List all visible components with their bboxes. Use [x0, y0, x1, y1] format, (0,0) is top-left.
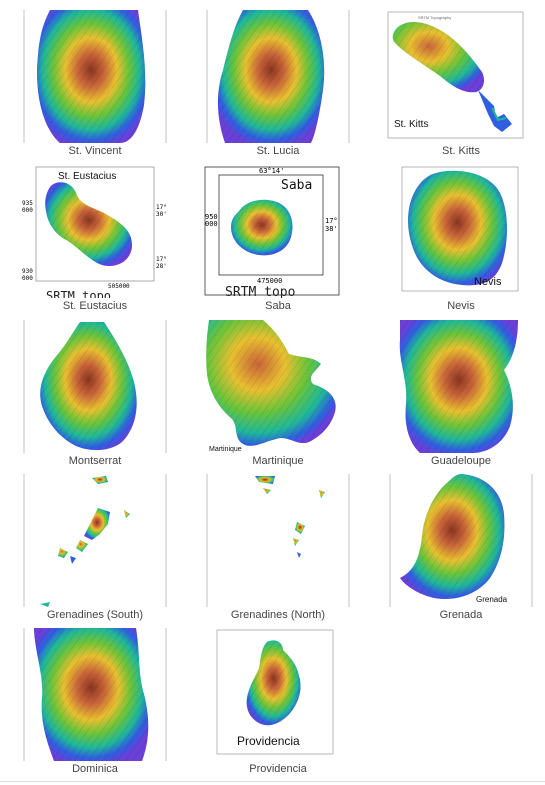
- map-label: Nevis: [474, 276, 502, 288]
- map-thumbnail[interactable]: [203, 474, 353, 607]
- gallery-item-grenadines-north: Grenadines (North): [203, 474, 353, 624]
- topo-map-st-vincent: [23, 10, 167, 143]
- topo-map-st-lucia: [206, 10, 350, 143]
- map-caption: St. Vincent: [68, 145, 122, 157]
- map-caption: St. Eustacius: [62, 300, 128, 312]
- map-thumbnail[interactable]: Providencia: [203, 628, 353, 761]
- map-thumbnail[interactable]: [20, 628, 170, 761]
- map-caption: Guadeloupe: [431, 455, 491, 467]
- gallery-item-martinique: Martinique Martinique: [203, 320, 353, 470]
- map-thumbnail[interactable]: Martinique: [203, 320, 353, 453]
- coord-label: 475000: [257, 277, 282, 285]
- gallery-item-saba: 63°14' Saba 950 000 17° 38' 475000 SRTM …: [203, 165, 353, 315]
- topo-map-st-eustacius: St. Eustacius 935 000 930 000 17° 30' 17…: [22, 166, 167, 298]
- map-label: Martinique: [209, 446, 242, 453]
- coord-label: 935: [22, 200, 33, 207]
- coord-label: 000: [205, 220, 218, 228]
- map-caption: Montserrat: [68, 455, 122, 467]
- map-thumbnail[interactable]: 63°14' Saba 950 000 17° 38' 475000 SRTM …: [203, 165, 353, 298]
- gallery-item-dominica: Dominica: [20, 628, 170, 778]
- map-caption: St. Lucia: [256, 145, 300, 157]
- gallery-item-grenadines-south: Grenadines (South): [20, 474, 170, 624]
- map-label: Saba: [281, 178, 312, 193]
- map-thumbnail[interactable]: [20, 320, 170, 453]
- topo-map-grenada: Grenada: [389, 474, 533, 607]
- gallery-item-montserrat: Montserrat: [20, 320, 170, 470]
- coord-label: 930: [22, 268, 33, 275]
- map-thumbnail[interactable]: [20, 10, 170, 143]
- topo-map-dominica: [23, 628, 167, 761]
- gallery-item-st-lucia: St. Lucia: [203, 10, 353, 160]
- coord-label: 28': [156, 263, 167, 270]
- coord-label: 000: [22, 275, 33, 282]
- coord-label: 950: [205, 213, 218, 221]
- map-label: St. Kitts: [394, 119, 428, 130]
- map-thumbnail[interactable]: Grenada: [386, 474, 536, 607]
- gallery-item-st-vincent: St. Vincent: [20, 10, 170, 160]
- topo-map-martinique: Martinique: [206, 320, 336, 453]
- coord-label: 17°: [156, 204, 167, 211]
- divider: [0, 781, 545, 782]
- coord-label: 505000: [108, 283, 130, 290]
- map-thumbnail[interactable]: SRTM Topography St. Kitts: [386, 10, 536, 143]
- map-thumbnail[interactable]: [20, 474, 170, 607]
- topo-map-montserrat: [23, 320, 167, 453]
- map-footer: SRTM topo: [46, 289, 111, 298]
- map-label: Grenada: [476, 595, 508, 604]
- map-thumbnail[interactable]: Nevis: [386, 165, 536, 298]
- map-caption: Grenadines (North): [230, 609, 326, 621]
- topo-map-grenadines-south: [23, 474, 167, 607]
- map-thumbnail[interactable]: St. Eustacius 935 000 930 000 17° 30' 17…: [20, 165, 170, 298]
- gallery-item-nevis: Nevis Nevis: [386, 165, 536, 315]
- coord-label: 17°: [156, 256, 167, 263]
- coord-label: 17°: [325, 217, 338, 225]
- topo-map-guadeloupe: [399, 320, 518, 453]
- gallery-item-st-kitts: SRTM Topography St. Kitts St. Kitts: [386, 10, 536, 160]
- coord-label: 000: [22, 207, 33, 214]
- map-caption: Dominica: [72, 763, 118, 775]
- map-caption: Grenada: [439, 609, 483, 621]
- topo-map-providencia: Providencia: [216, 629, 334, 755]
- gallery-item-grenada: Grenada Grenada: [386, 474, 536, 624]
- topo-map-saba: 63°14' Saba 950 000 17° 38' 475000 SRTM …: [204, 166, 340, 298]
- map-caption: Saba: [265, 300, 291, 312]
- map-caption: Nevis: [447, 300, 475, 312]
- topo-map-grenadines-north: [206, 474, 350, 607]
- map-header: SRTM Topography: [418, 15, 451, 20]
- topo-map-nevis: Nevis: [401, 166, 519, 292]
- gallery-item-guadeloupe: Guadeloupe: [386, 320, 536, 470]
- map-thumbnail[interactable]: [386, 320, 536, 453]
- gallery-item-providencia: Providencia Providencia: [203, 628, 353, 778]
- coord-label: 63°14': [259, 167, 284, 175]
- coord-label: 38': [325, 225, 338, 233]
- map-label: Providencia: [237, 734, 300, 748]
- topo-map-st-kitts: SRTM Topography St. Kitts: [387, 11, 524, 139]
- map-footer: SRTM topo: [225, 285, 295, 298]
- map-caption: St. Kitts: [442, 145, 480, 157]
- map-thumbnail[interactable]: [203, 10, 353, 143]
- gallery-item-st-eustacius: St. Eustacius 935 000 930 000 17° 30' 17…: [20, 165, 170, 315]
- map-caption: Grenadines (South): [47, 609, 143, 621]
- map-label: St. Eustacius: [58, 171, 116, 182]
- map-caption: Providencia: [249, 763, 307, 775]
- map-caption: Martinique: [252, 455, 304, 467]
- coord-label: 30': [156, 211, 167, 218]
